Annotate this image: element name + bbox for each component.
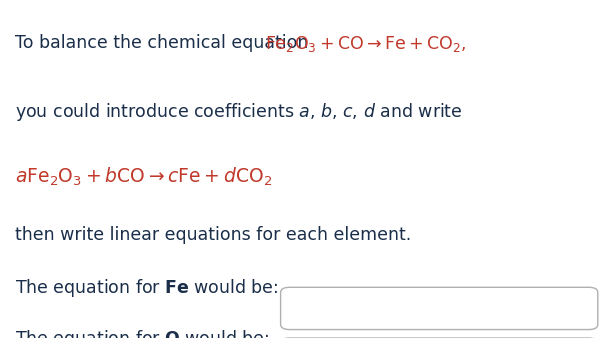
Text: The equation for $\mathbf{Fe}$ would be:: The equation for $\mathbf{Fe}$ would be: [15,277,279,299]
Text: To balance the chemical equation: To balance the chemical equation [15,34,314,52]
Text: you could introduce coefficients $a$, $b$, $c$, $d$ and write: you could introduce coefficients $a$, $b… [15,101,463,123]
Text: $\mathrm{Fe_2O_3 + CO \rightarrow Fe + CO_2}$,: $\mathrm{Fe_2O_3 + CO \rightarrow Fe + C… [265,34,467,54]
Text: The equation for $\mathbf{O}$ would be:: The equation for $\mathbf{O}$ would be: [15,328,270,338]
Text: $a\mathrm{Fe_2O_3} + b\mathrm{CO} \rightarrow c\mathrm{Fe} + d\mathrm{CO_2}$: $a\mathrm{Fe_2O_3} + b\mathrm{CO} \right… [15,166,273,188]
Text: then write linear equations for each element.: then write linear equations for each ele… [15,226,412,244]
FancyBboxPatch shape [281,287,598,330]
